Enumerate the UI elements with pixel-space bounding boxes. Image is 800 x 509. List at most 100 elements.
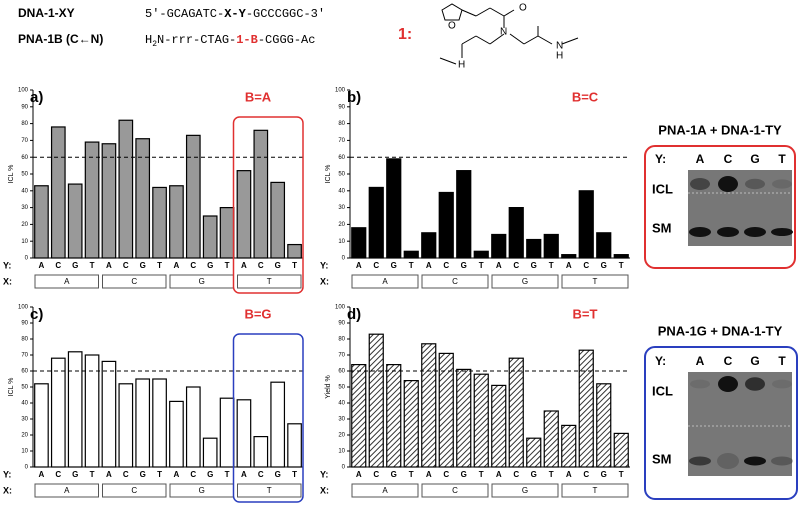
y-tick-label: 100 [18, 305, 29, 311]
y-tick-label: 70 [338, 138, 345, 144]
seq-part: 5′-GCAGATC- [145, 7, 224, 21]
x-tick-label: C [583, 261, 589, 270]
y-tick-label: 30 [338, 205, 345, 211]
seq-part: N-rrr-CTAG- [157, 33, 236, 47]
group-label: C [452, 486, 458, 495]
x-tick-label: T [90, 261, 95, 270]
x-tick-label: T [549, 261, 554, 270]
y-tick-label: 70 [21, 353, 28, 359]
x-tick-label: G [391, 261, 397, 270]
y-tick-label: 60 [338, 155, 345, 161]
y-tick-label: 40 [338, 401, 345, 407]
gel-band [689, 456, 711, 466]
group-box [421, 274, 489, 289]
y-tick-label: 80 [338, 121, 345, 127]
y-tick-label: 100 [335, 88, 346, 94]
x-tick-label: T [409, 261, 414, 270]
y-axis-label: Yield % [325, 375, 332, 398]
panel-label: b) [347, 89, 361, 106]
x-tick-label: A [241, 261, 247, 270]
x-tick-label: G [531, 470, 537, 479]
gel-band [690, 379, 710, 389]
x-tick-label: G [275, 470, 281, 479]
x-tick-label: A [566, 470, 572, 479]
bar [578, 349, 594, 468]
seq-part: 1-B [236, 33, 258, 47]
bar [491, 233, 507, 259]
bar [403, 380, 419, 468]
group-label: T [267, 277, 272, 286]
annotation: B=A [245, 89, 272, 104]
structure [439, 3, 579, 65]
x-tick-label: C [373, 261, 379, 270]
bar [368, 333, 384, 468]
dna-sequence: 5′-GCAGATC-X-Y-GCCCGGC-3′ [145, 7, 325, 21]
y-tick-label: 20 [21, 433, 28, 439]
x-tick-label: C [190, 261, 196, 270]
y-tick-label: 50 [338, 385, 345, 391]
bar [152, 378, 167, 468]
bar [421, 232, 437, 259]
gel-band [745, 178, 765, 190]
x-tick-label: T [292, 261, 297, 270]
y-tick-label: 80 [21, 337, 28, 343]
x-tick-label: C [443, 470, 449, 479]
y-tick-label: 90 [338, 321, 345, 327]
x-tick-label: G [72, 470, 78, 479]
x-tick-label: A [174, 470, 180, 479]
x-tick-label: G [601, 470, 607, 479]
group-box [237, 483, 302, 498]
y-tick-label: 90 [338, 104, 345, 110]
x-tick-label: A [39, 470, 45, 479]
x-tick-label: C [55, 261, 61, 270]
annotation: B=T [573, 306, 598, 321]
group-label: A [382, 277, 388, 286]
lane-label: A [696, 152, 705, 166]
bar [253, 129, 269, 259]
x-tick-label: T [479, 470, 484, 479]
bar [67, 351, 83, 468]
bar [561, 254, 577, 259]
band-label: SM [652, 220, 672, 235]
y-tick-label: 30 [338, 417, 345, 423]
lane-label: T [778, 354, 786, 368]
group-label: T [593, 486, 598, 495]
annotation: B=G [244, 306, 271, 321]
group-box [561, 483, 629, 498]
y-tick-label: 20 [21, 222, 28, 228]
lane-label: G [750, 152, 759, 166]
bar [368, 186, 384, 259]
group-axis-label: X: [3, 276, 12, 286]
group-label: C [131, 277, 137, 286]
x-tick-label: C [190, 470, 196, 479]
group-box [491, 483, 559, 498]
compound-label: 1: [398, 26, 412, 43]
x-tick-label: C [55, 470, 61, 479]
x-tick-label: A [426, 261, 432, 270]
x-tick-label: C [258, 470, 264, 479]
x-tick-label: A [174, 261, 180, 270]
x-tick-label: G [140, 470, 146, 479]
group-box [491, 274, 559, 289]
bar [578, 190, 594, 259]
atom: N [500, 27, 507, 38]
gel-band [772, 179, 792, 189]
seq-part: H [145, 33, 152, 47]
y-axis-label: ICL % [325, 165, 332, 184]
y-tick-label: 10 [338, 239, 345, 245]
gel-title: PNA-1A + DNA-1-TY [658, 122, 782, 137]
group-box [34, 274, 99, 289]
atom: H [458, 60, 465, 71]
band-label: ICL [652, 383, 673, 398]
lane-label: A [696, 354, 705, 368]
gel-band [717, 453, 739, 469]
group-axis-label: X: [320, 485, 329, 495]
group-label: G [522, 486, 528, 495]
y-tick-label: 40 [338, 188, 345, 194]
x-tick-label: T [157, 470, 162, 479]
seq-part: 2 [152, 40, 157, 49]
bar [202, 437, 218, 468]
x-tick-label: G [140, 261, 146, 270]
bar [185, 386, 201, 468]
bar [543, 233, 559, 259]
